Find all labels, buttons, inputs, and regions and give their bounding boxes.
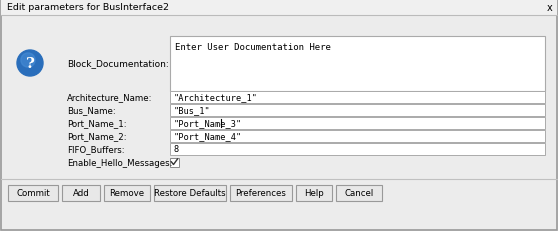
Text: "Port_Name_3": "Port_Name_3": [174, 119, 242, 128]
Text: Architecture_Name:: Architecture_Name:: [67, 93, 152, 102]
Text: Add: Add: [73, 189, 89, 198]
Text: Bus_Name:: Bus_Name:: [67, 106, 116, 115]
Bar: [170, 158, 179, 167]
Bar: [170, 143, 545, 155]
Bar: [170, 131, 545, 142]
Text: Commit: Commit: [16, 189, 50, 198]
Bar: [104, 185, 150, 201]
Text: Help: Help: [304, 189, 324, 198]
Text: FIFO_Buffers:: FIFO_Buffers:: [67, 145, 124, 154]
Text: Restore Defaults: Restore Defaults: [154, 189, 226, 198]
Bar: [62, 185, 100, 201]
Bar: [230, 185, 292, 201]
Bar: [170, 37, 545, 92]
Text: Remove: Remove: [109, 189, 145, 198]
Bar: [336, 185, 382, 201]
Circle shape: [17, 51, 43, 77]
Bar: [8, 185, 58, 201]
Text: ?: ?: [26, 57, 35, 71]
Text: Cancel: Cancel: [344, 189, 374, 198]
Text: Preferences: Preferences: [235, 189, 286, 198]
Text: "Bus_1": "Bus_1": [174, 106, 211, 115]
Bar: [170, 105, 545, 116]
Text: Edit parameters for BusInterface2: Edit parameters for BusInterface2: [7, 3, 169, 12]
Bar: [170, 92, 545, 103]
Bar: [154, 185, 226, 201]
Text: Enable_Hello_Messages:: Enable_Hello_Messages:: [67, 158, 172, 167]
Text: x: x: [547, 3, 553, 13]
Circle shape: [21, 54, 35, 68]
Bar: [296, 185, 332, 201]
Text: 8: 8: [174, 145, 179, 154]
Bar: [170, 118, 545, 129]
Bar: [1, 1, 557, 16]
Text: Enter User Documentation Here: Enter User Documentation Here: [175, 43, 331, 52]
Text: Port_Name_1:: Port_Name_1:: [67, 119, 127, 128]
Text: "Architecture_1": "Architecture_1": [174, 93, 258, 102]
Text: Block_Documentation:: Block_Documentation:: [67, 59, 169, 68]
Text: "Port_Name_4": "Port_Name_4": [174, 132, 242, 141]
Text: Port_Name_2:: Port_Name_2:: [67, 132, 127, 141]
